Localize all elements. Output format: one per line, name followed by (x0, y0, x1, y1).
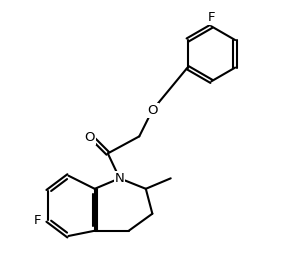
Text: F: F (208, 11, 215, 24)
Text: N: N (115, 172, 125, 185)
Text: O: O (147, 104, 158, 117)
Text: F: F (34, 214, 41, 227)
Text: O: O (84, 131, 95, 144)
